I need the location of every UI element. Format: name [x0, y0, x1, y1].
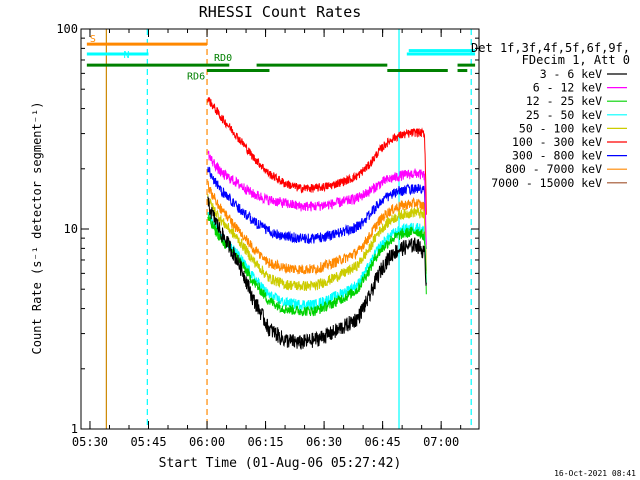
axes: 05:30 05:45 06:00 06:15 06:30 06:45 07:00 1 10 10… — [56, 22, 480, 449]
legend: Det 1f,3f,4f,5f,6f,9f, FDecim 1, Att 0 3… — [471, 41, 630, 190]
flag-label-rd0: RD0 — [214, 53, 232, 64]
y-tick-label-0: 1 — [71, 422, 78, 436]
x-tick-label-2: 06:00 — [189, 435, 225, 449]
x-tick-label-0: 05:30 — [72, 435, 108, 449]
legend-label-0: 3 - 6 keV — [540, 67, 602, 81]
annotation-flags: S N RD0 RD6 — [86, 34, 476, 83]
flag-label-rd6: RD6 — [187, 72, 205, 83]
x-tick-label-3: 06:15 — [248, 435, 284, 449]
x-axis-label: Start Time (01-Aug-06 05:27:42) — [159, 456, 402, 471]
series-line-5 — [207, 97, 427, 215]
legend-label-8: 7000 - 15000 keV — [491, 176, 602, 190]
legend-header-line-1: Det 1f,3f,4f,5f,6f,9f, — [471, 41, 630, 55]
legend-label-7: 800 - 7000 keV — [505, 162, 602, 176]
legend-label-1: 6 - 12 keV — [533, 81, 602, 95]
series-lines — [207, 97, 427, 350]
flag-label-n: N — [124, 50, 130, 61]
series-line-1 — [207, 150, 427, 245]
x-tick-label-1: 05:45 — [130, 435, 166, 449]
y-axis-label: Count Rate (s⁻¹ detector segment⁻¹) — [30, 102, 44, 355]
legend-label-6: 300 - 800 keV — [512, 149, 602, 163]
series-line-2 — [207, 214, 427, 317]
legend-label-2: 12 - 25 keV — [526, 94, 602, 108]
flag-label-s: S — [90, 34, 96, 45]
legend-header-line-2: FDecim 1, Att 0 — [522, 53, 630, 67]
legend-label-5: 100 - 300 keV — [512, 135, 602, 149]
series-line-6 — [207, 166, 427, 249]
y-tick-label-1: 10 — [64, 222, 78, 236]
x-tick-label-5: 06:45 — [365, 435, 401, 449]
legend-label-4: 50 - 100 keV — [519, 121, 602, 135]
series-line-4 — [207, 194, 427, 292]
y-tick-label-2: 100 — [56, 22, 78, 36]
x-tick-label-6: 07:00 — [423, 435, 459, 449]
timestamp: 16-Oct-2021 08:41 — [554, 469, 636, 478]
series-line-7 — [207, 180, 427, 276]
x-tick-label-4: 06:30 — [306, 435, 342, 449]
series-line-0 — [207, 196, 427, 350]
chart-title: RHESSI Count Rates — [199, 3, 362, 21]
legend-label-3: 25 - 50 keV — [526, 108, 602, 122]
